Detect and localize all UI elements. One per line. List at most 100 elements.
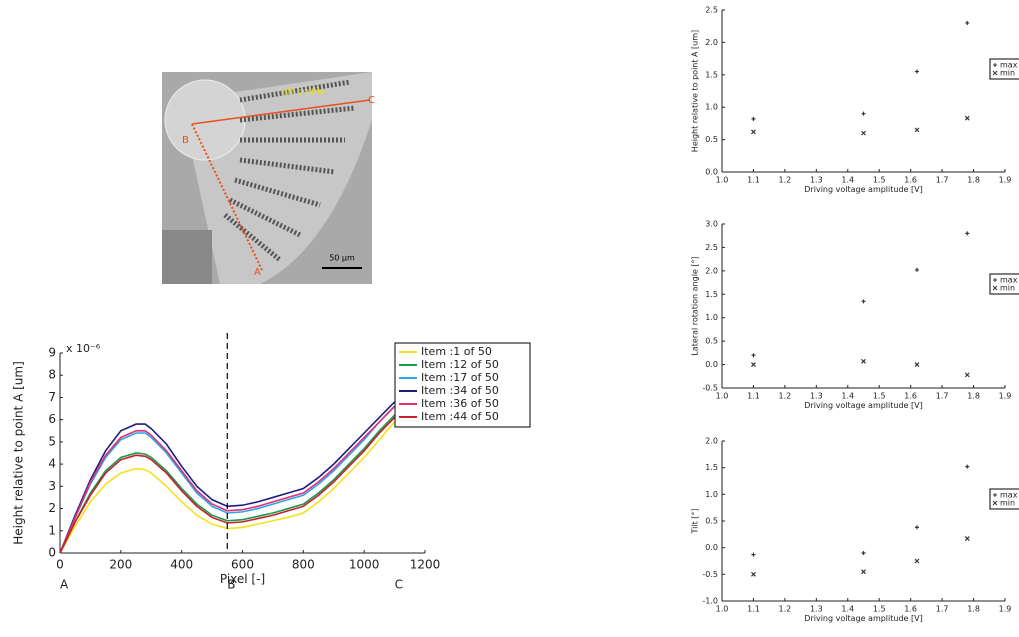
legend-box — [394, 342, 531, 428]
data-point — [914, 558, 920, 564]
y-tick-label: 2.0 — [705, 38, 718, 47]
y-tick-label: 3.0 — [705, 220, 718, 229]
x-tick-label: 1000 — [349, 558, 380, 572]
data-line — [59, 405, 396, 554]
y-tick-label: 1.5 — [705, 70, 718, 79]
legend-label: min — [1000, 499, 1015, 508]
x-annotation: C — [395, 578, 403, 592]
y-tick-label: 5 — [48, 434, 56, 448]
y-tick-label: 0.0 — [705, 168, 718, 177]
y-tick-label: 1.0 — [705, 313, 718, 322]
legend-label: Item :34 of 50 — [421, 384, 499, 397]
y-tick-label: 0.5 — [705, 135, 718, 144]
x-tick-label: 1.2 — [779, 176, 792, 185]
y-tick-label: 1.0 — [705, 103, 718, 112]
y-tick-label: 4 — [48, 457, 56, 471]
legend-marker — [993, 63, 997, 67]
x-tick-label: 1.7 — [936, 176, 949, 185]
data-point — [861, 299, 866, 304]
data-point — [965, 464, 970, 469]
y-tick-label: 8 — [48, 368, 56, 382]
x-tick-label: 1.5 — [873, 605, 886, 614]
data-point — [861, 569, 866, 575]
profile-line-ba — [191, 123, 263, 271]
y-tick-label: 3 — [48, 479, 56, 493]
x-tick-label: 1.2 — [779, 392, 792, 401]
data-point — [751, 353, 756, 358]
x-tick-label: 0 — [56, 558, 64, 572]
x-tick-label: 1.6 — [904, 176, 917, 185]
data-point — [914, 525, 919, 530]
micro-label: eff profile — [282, 88, 325, 98]
corner-shadow — [162, 230, 212, 284]
x-tick-label: 1.9 — [999, 176, 1012, 185]
x-tick-label: 1.9 — [999, 605, 1012, 614]
y-tick-label: 0.0 — [705, 360, 718, 369]
y-tick-label: 2.0 — [705, 437, 718, 446]
legend-marker — [992, 500, 998, 506]
x-tick-label: 1.8 — [967, 392, 980, 401]
legend-box — [989, 273, 1019, 295]
y-multiplier: x 10⁻⁶ — [66, 342, 101, 355]
x-annotation: B — [227, 578, 235, 592]
y-axis-label: Height relative to point A [um] — [12, 361, 26, 545]
data-point — [861, 551, 866, 555]
legend-label: min — [1000, 284, 1015, 293]
x-axis-label: Pixel [-] — [220, 572, 265, 586]
micrograph: eff profile C B A 50 µm — [162, 72, 375, 284]
data-line — [59, 401, 396, 554]
legend-marker — [992, 285, 998, 291]
data-point — [751, 129, 756, 135]
data-point — [914, 69, 919, 74]
x-tick-label: 1.4 — [841, 605, 854, 614]
x-tick-label: 1.5 — [873, 176, 886, 185]
y-tick-label: 2.0 — [705, 266, 718, 275]
hub — [164, 79, 246, 161]
legend-label: Item :12 of 50 — [421, 358, 499, 371]
x-tick-label: 1.6 — [904, 605, 917, 614]
scale-label: 50 µm — [329, 254, 355, 263]
data-line — [59, 421, 396, 554]
y-tick-label: -1.0 — [702, 597, 718, 606]
y-tick-label: -0.5 — [702, 570, 718, 579]
x-tick-label: 1.5 — [873, 392, 886, 401]
profile-line-bc — [191, 99, 371, 125]
data-point — [861, 358, 866, 364]
y-axis-label: Tilt [°] — [690, 508, 699, 534]
legend-label: Item :36 of 50 — [421, 397, 499, 410]
x-tick-label: 1.4 — [841, 176, 854, 185]
x-tick-label: 1.1 — [747, 176, 760, 185]
data-point — [751, 116, 756, 121]
data-point — [861, 111, 866, 116]
y-tick-label: 1.5 — [705, 463, 718, 472]
x-tick-label: 1.0 — [716, 392, 729, 401]
x-tick-label: 1.3 — [810, 605, 823, 614]
x-tick-label: 1.0 — [716, 605, 729, 614]
x-tick-label: 1.8 — [967, 605, 980, 614]
data-line — [59, 405, 396, 554]
legend-marker — [993, 278, 997, 282]
y-tick-label: 2 — [48, 501, 56, 515]
data-point — [914, 127, 920, 133]
legend-marker — [992, 70, 998, 76]
y-tick-label: 1.5 — [705, 290, 718, 299]
y-axis-label: Lateral rotation angle [°] — [690, 256, 699, 355]
x-tick-label: 1.9 — [999, 392, 1012, 401]
legend-label: Item :17 of 50 — [421, 371, 499, 384]
data-point — [861, 130, 866, 136]
micro-label: B — [182, 135, 189, 146]
x-tick-label: 600 — [231, 558, 254, 572]
y-tick-label: 1.0 — [705, 490, 718, 499]
y-tick-label: 0 — [48, 546, 56, 560]
legend-marker — [993, 493, 997, 497]
x-axis-label: Driving voltage amplitude [V] — [804, 401, 922, 410]
fingers — [223, 79, 356, 262]
y-tick-label: 7 — [48, 390, 56, 404]
data-point — [914, 362, 920, 367]
x-tick-label: 400 — [170, 558, 193, 572]
x-axis-label: Driving voltage amplitude [V] — [804, 614, 922, 623]
x-tick-label: 800 — [292, 558, 315, 572]
legend-box — [989, 58, 1019, 80]
